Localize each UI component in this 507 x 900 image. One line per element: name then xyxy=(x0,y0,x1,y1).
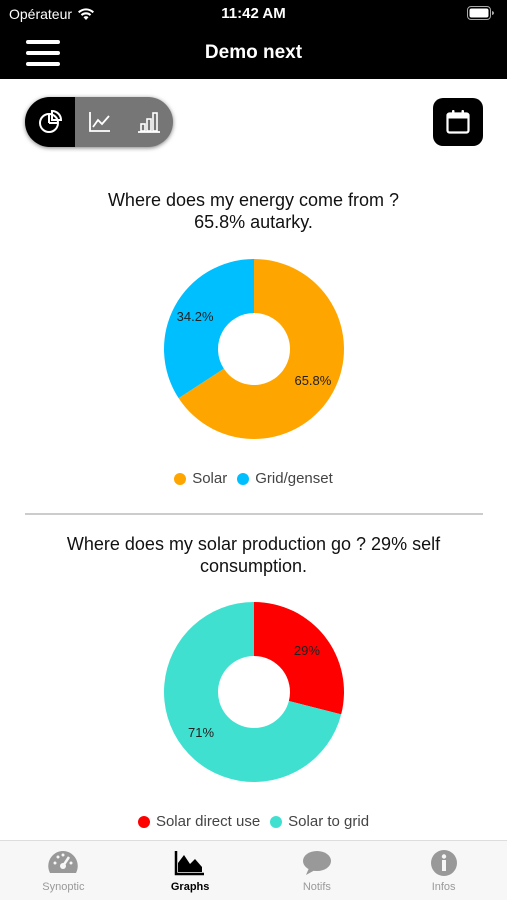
page-title: Demo next xyxy=(204,42,303,63)
energy-source-donut-chart: 65.8% 34.2% xyxy=(164,259,344,439)
legend-swatch xyxy=(174,472,187,485)
line-chart-tab[interactable] xyxy=(75,97,124,147)
legend-label: Grid/genset xyxy=(255,470,333,487)
battery-icon xyxy=(467,6,495,25)
calendar-button[interactable] xyxy=(433,98,483,146)
chart-title-line: Where does my energy come from ? xyxy=(107,190,400,210)
legend-label: Solar xyxy=(192,470,228,487)
wifi-icon xyxy=(78,8,95,20)
legend-swatch xyxy=(137,815,150,828)
bar-chart-tab[interactable] xyxy=(124,97,173,147)
tab-label: Infos xyxy=(431,881,456,893)
info-icon xyxy=(430,850,457,876)
pie-chart-tab[interactable] xyxy=(25,97,75,147)
status-bar: Opérateur 11:42 AM xyxy=(0,0,507,28)
tab-label: Synoptic xyxy=(42,881,85,893)
solar-production-chart-title: Where does my solar production go ? 29% … xyxy=(0,533,507,577)
calendar-icon xyxy=(446,110,470,134)
energy-source-chart-title: Where does my energy come from ? 65.8% a… xyxy=(0,189,507,233)
legend-item-solar-to-grid[interactable]: Solar to grid xyxy=(270,813,369,830)
tab-label: Graphs xyxy=(170,881,210,893)
legend-label: Solar direct use xyxy=(155,813,261,830)
legend-item-grid-genset[interactable]: Grid/genset xyxy=(237,470,333,487)
pie-chart-icon xyxy=(39,109,63,133)
energy-source-legend: Solar Grid/genset xyxy=(0,470,507,487)
carrier-label: Opérateur xyxy=(9,6,73,22)
donut-slice-label: 34.2% xyxy=(177,309,214,324)
bottom-tab-bar: Synoptic Graphs Notifs Infos xyxy=(0,840,507,900)
navigation-bar: Demo next xyxy=(0,28,507,79)
status-carrier: Opérateur xyxy=(9,6,95,22)
donut-slice-label: 65.8% xyxy=(294,373,331,388)
status-time: 11:42 AM xyxy=(221,5,286,22)
tab-synoptic[interactable]: Synoptic xyxy=(0,841,127,900)
menu-line xyxy=(26,40,60,44)
solar-production-donut-chart: 29% 71% xyxy=(164,602,344,782)
donut-slice-solar-to-grid[interactable] xyxy=(164,602,342,782)
donut-slice-label: 71% xyxy=(188,725,214,740)
tab-infos[interactable]: Infos xyxy=(380,841,507,900)
legend-swatch xyxy=(237,472,250,485)
legend-item-solar[interactable]: Solar xyxy=(174,470,227,487)
menu-line xyxy=(26,62,60,66)
chart-title-line: Where does my solar production go ? 29% … xyxy=(66,534,441,554)
chart-title-line: 65.8% autarky. xyxy=(194,212,313,232)
donut-slice-solar-direct-use[interactable] xyxy=(254,602,344,715)
chart-title-line: consumption. xyxy=(199,556,308,576)
donut-slice-solar[interactable] xyxy=(178,259,344,439)
area-chart-icon xyxy=(174,851,205,876)
legend-swatch xyxy=(270,815,283,828)
legend-label: Solar to grid xyxy=(288,813,370,830)
solar-production-legend: Solar direct use Solar to grid xyxy=(0,813,507,830)
donut-slice-label: 29% xyxy=(294,643,320,658)
line-chart-icon xyxy=(88,112,110,132)
hamburger-menu-button[interactable] xyxy=(26,40,60,66)
section-divider xyxy=(25,513,483,515)
chart-type-segmented-control xyxy=(25,97,173,147)
tab-label: Notifs xyxy=(302,881,331,893)
bar-chart-icon xyxy=(137,112,160,133)
legend-item-solar-direct-use[interactable]: Solar direct use xyxy=(137,813,261,830)
tab-notifs[interactable]: Notifs xyxy=(254,841,381,900)
tab-graphs[interactable]: Graphs xyxy=(127,841,254,900)
donut-slice-grid-genset[interactable] xyxy=(164,259,254,399)
gauge-icon xyxy=(48,851,79,873)
speech-bubble-icon xyxy=(302,851,331,875)
menu-line xyxy=(26,51,60,55)
